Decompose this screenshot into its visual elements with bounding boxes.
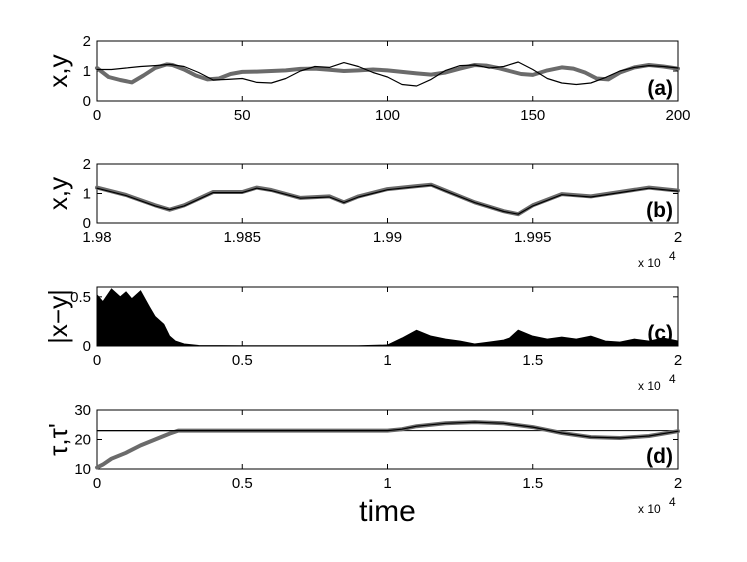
x-tick-label: 1 xyxy=(383,475,391,492)
x-tick-label: 1.985 xyxy=(223,229,261,246)
y-axis-label: τ,τ' xyxy=(43,423,73,456)
y-tick-label: 1 xyxy=(83,63,91,80)
y-tick-label: 2 xyxy=(83,156,91,173)
y-tick-label: 30 xyxy=(74,402,91,419)
x-tick-label: 0.5 xyxy=(232,475,253,492)
x-multiplier: x 10 xyxy=(638,502,661,516)
series-line-thick-gray xyxy=(95,420,680,470)
series-line-thin-black xyxy=(96,61,679,87)
y-tick-label: 0 xyxy=(83,338,91,355)
x-tick-label: 1.5 xyxy=(522,475,543,492)
x-tick-label: 2 xyxy=(674,475,682,492)
x-tick-label: 1.99 xyxy=(373,229,402,246)
y-tick-label: 0 xyxy=(83,93,91,110)
x-tick-label: 150 xyxy=(520,107,545,124)
panel-label: (d) xyxy=(646,445,673,468)
x-tick-label: 0 xyxy=(93,475,101,492)
x-multiplier-exponent: 4 xyxy=(669,495,676,509)
y-axis-label: x,y xyxy=(43,54,73,87)
y-tick-label: 0.5 xyxy=(70,289,91,306)
x-axis-label: time xyxy=(359,495,416,528)
x-tick-label: 1.5 xyxy=(522,352,543,369)
y-tick-label: 2 xyxy=(83,33,91,50)
panel-label: (c) xyxy=(647,322,673,345)
x-multiplier-exponent: 4 xyxy=(669,372,676,386)
axes-frame xyxy=(96,409,679,470)
x-tick-label: 1.995 xyxy=(514,229,552,246)
axes-frame xyxy=(96,163,679,224)
y-tick-label: 0 xyxy=(83,215,91,232)
y-tick-label: 20 xyxy=(74,432,91,449)
x-multiplier: x 10 xyxy=(638,379,661,393)
y-tick-label: 1 xyxy=(83,186,91,203)
x-tick-label: 2 xyxy=(674,229,682,246)
x-tick-label: 1.98 xyxy=(82,229,111,246)
panel-label: (a) xyxy=(647,77,673,100)
x-tick-label: 50 xyxy=(234,107,251,124)
series-line-thin-black xyxy=(96,421,679,439)
x-tick-label: 2 xyxy=(674,352,682,369)
y-axis-label: x,y xyxy=(43,177,73,210)
x-tick-label: 0 xyxy=(93,107,101,124)
series-line-thick-gray xyxy=(95,62,680,85)
x-tick-label: 200 xyxy=(665,107,690,124)
x-tick-label: 100 xyxy=(375,107,400,124)
x-multiplier: x 10 xyxy=(638,256,661,270)
x-tick-label: 0.5 xyxy=(232,352,253,369)
x-tick-label: 1 xyxy=(383,352,391,369)
y-tick-label: 10 xyxy=(74,461,91,478)
x-multiplier-exponent: 4 xyxy=(669,249,676,263)
panel-label: (b) xyxy=(646,199,673,222)
y-axis-label: |x−y| xyxy=(43,289,73,344)
x-tick-label: 0 xyxy=(93,352,101,369)
series-area xyxy=(96,288,679,347)
series-line-thin-black xyxy=(96,184,679,215)
